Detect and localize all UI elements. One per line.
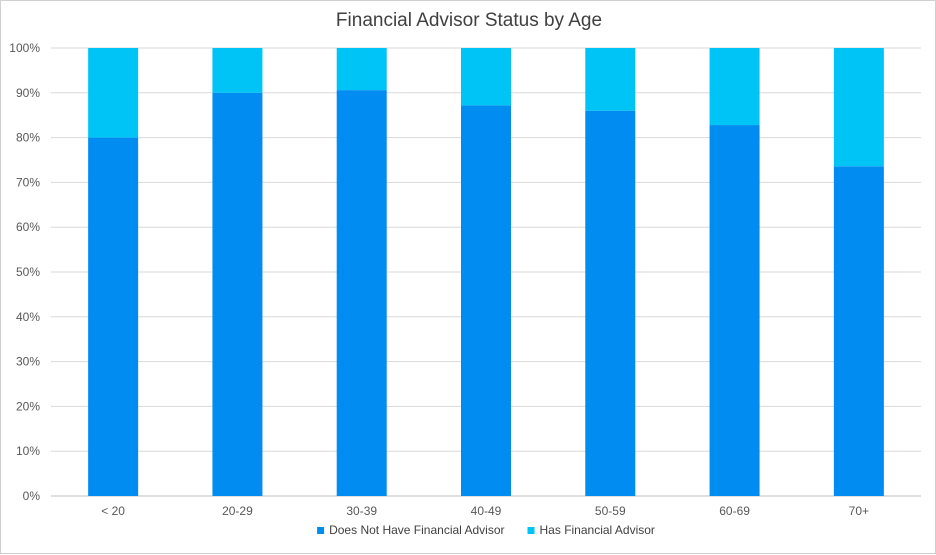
legend-swatch — [527, 527, 535, 534]
bar-has-advisor — [212, 48, 263, 93]
x-tick-label: 70+ — [849, 504, 869, 518]
x-tick-label: 20-29 — [222, 504, 253, 518]
y-tick-label: 90% — [16, 86, 40, 100]
legend-label: Does Not Have Financial Advisor — [329, 523, 504, 537]
y-tick-label: 20% — [16, 399, 40, 413]
y-tick-label: 10% — [16, 444, 40, 458]
y-tick-label: 100% — [9, 41, 40, 55]
bar-has-advisor — [461, 48, 511, 106]
x-tick-label: 30-39 — [346, 504, 377, 518]
y-tick-label: 70% — [16, 175, 40, 189]
x-tick-label: < 20 — [101, 504, 125, 518]
bar-has-advisor — [88, 48, 139, 138]
y-tick-label: 30% — [16, 355, 40, 369]
y-tick-label: 40% — [16, 310, 40, 324]
x-tick-label: 50-59 — [595, 504, 626, 518]
bar-does-not-have-advisor — [336, 90, 387, 496]
bar-does-not-have-advisor — [461, 105, 511, 497]
bar-has-advisor — [833, 48, 884, 167]
y-tick-label: 80% — [16, 131, 40, 145]
bar-does-not-have-advisor — [833, 166, 884, 496]
legend-swatch — [317, 527, 325, 534]
bar-has-advisor — [336, 48, 387, 91]
legend-label: Has Financial Advisor — [540, 523, 655, 537]
bar-has-advisor — [585, 48, 636, 111]
bar-has-advisor — [709, 48, 760, 126]
bar-does-not-have-advisor — [88, 137, 139, 496]
chart-title: Financial Advisor Status by Age — [335, 10, 603, 31]
y-tick-label: 0% — [23, 489, 41, 503]
bar-does-not-have-advisor — [585, 110, 636, 496]
y-tick-label: 50% — [16, 265, 40, 279]
bar-does-not-have-advisor — [709, 125, 760, 496]
x-tick-label: 60-69 — [719, 504, 750, 518]
x-tick-label: 40-49 — [471, 504, 502, 518]
bar-does-not-have-advisor — [212, 92, 263, 497]
y-tick-label: 60% — [16, 220, 40, 234]
